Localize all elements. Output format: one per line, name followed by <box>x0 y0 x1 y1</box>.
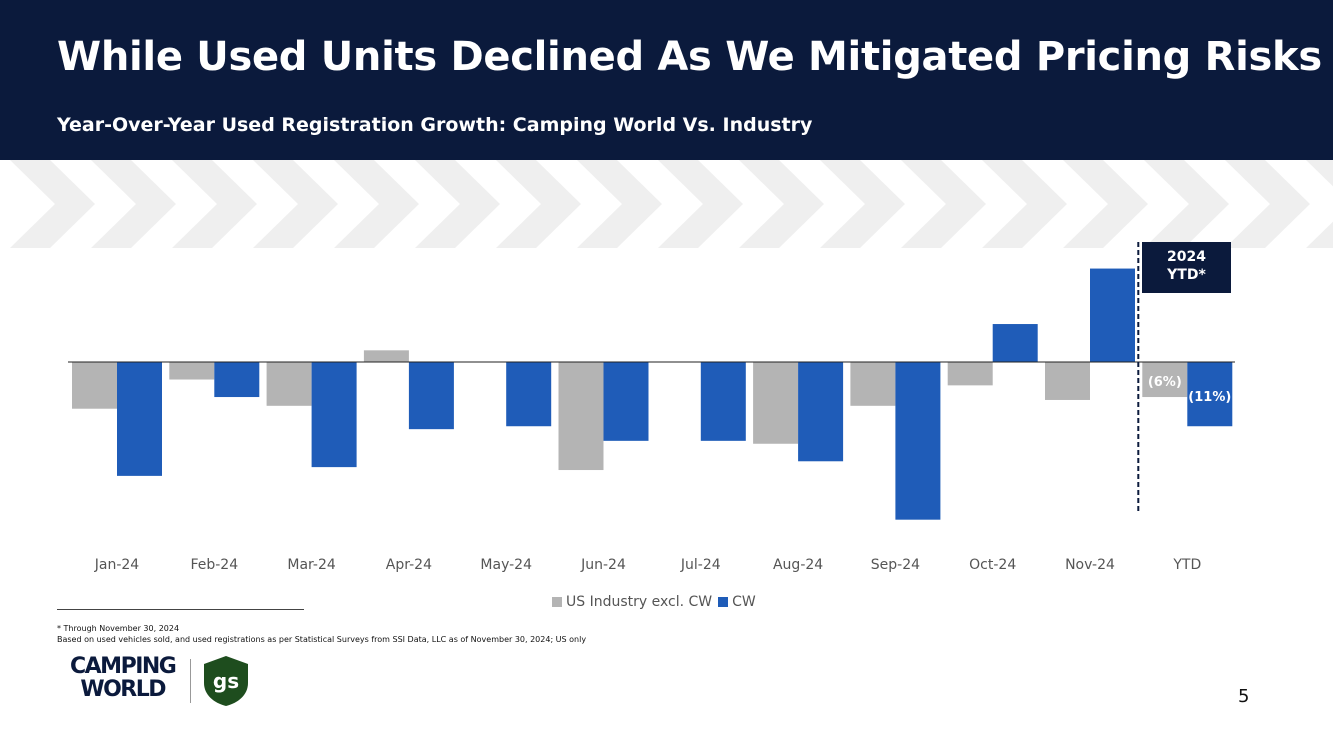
x-tick-label: Jan-24 <box>94 557 140 573</box>
bar-cw-sep-24 <box>895 362 941 520</box>
chevron-shape <box>10 160 95 248</box>
bar-cw-jun-24 <box>603 362 649 441</box>
bar-cw-apr-24 <box>408 362 454 430</box>
chevron-shape <box>1306 160 1333 248</box>
legend-swatch-industry <box>552 597 562 607</box>
chevron-shape <box>91 160 176 248</box>
badge-text: gs <box>213 669 239 693</box>
chevron-shape <box>172 160 257 248</box>
x-tick-label: Oct-24 <box>969 557 1016 573</box>
bar-cw-ytd <box>1187 362 1233 427</box>
bar-cw-jan-24 <box>117 362 162 476</box>
chevron-shape <box>1063 160 1148 248</box>
logo-line-world: WORLD <box>80 677 166 702</box>
bar-industry-feb-24 <box>169 362 215 380</box>
chevron-shape <box>577 160 662 248</box>
data-label-industry-ytd: (6%) <box>1148 375 1182 390</box>
x-tick-label: Jun-24 <box>580 557 626 573</box>
bar-industry-nov-24 <box>1045 362 1090 400</box>
chevron-decoration <box>10 160 1333 248</box>
bar-industry-jan-24 <box>72 362 117 409</box>
ytd-callout-year: 2024 <box>1167 249 1206 265</box>
legend-label-cw: CW <box>732 594 756 610</box>
legend-swatch-cw <box>718 597 729 607</box>
bar-industry-ytd <box>1142 362 1188 398</box>
x-tick-label: Apr-24 <box>386 557 432 573</box>
bar-chart: Jan-24 Feb-24 Mar-24 Apr-24 May-24 Jun-24 Jul-… <box>68 242 1235 573</box>
legend-label-industry: US Industry excl. CW <box>566 594 713 610</box>
slide-title: While Used Units Declined As We Mitigate… <box>57 34 1322 80</box>
bar-industry-apr-24 <box>363 350 409 362</box>
chevron-shape <box>982 160 1067 248</box>
bar-cw-mar-24 <box>311 362 357 468</box>
bar-industry-sep-24 <box>850 362 896 406</box>
x-tick-label: Feb-24 <box>190 557 238 573</box>
footnote-line-2: Based on used vehicles sold, and used re… <box>57 635 587 644</box>
chevron-shape <box>253 160 338 248</box>
chevron-shape <box>496 160 581 248</box>
x-tick-label: YTD <box>1172 557 1201 573</box>
x-tick-label: Jul-24 <box>680 557 721 573</box>
bar-cw-aug-24 <box>798 362 844 462</box>
footnote-line-1: * Through November 30, 2024 <box>57 624 180 633</box>
x-tick-label: Nov-24 <box>1065 557 1115 573</box>
footnote-divider <box>57 609 304 610</box>
bar-cw-nov-24 <box>1090 268 1135 362</box>
bar-cw-may-24 <box>506 362 552 427</box>
bar-cw-oct-24 <box>992 324 1038 362</box>
chevron-shape <box>1144 160 1229 248</box>
bar-industry-aug-24 <box>753 362 799 444</box>
x-tick-label: Mar-24 <box>287 557 335 573</box>
chevron-shape <box>1225 160 1310 248</box>
ytd-callout-label: YTD* <box>1167 267 1206 283</box>
legend-item-industry: US Industry excl. CW <box>552 594 712 610</box>
bar-industry-oct-24 <box>947 362 993 386</box>
good-sam-badge-icon: gs <box>204 656 248 706</box>
company-logo: CAMPING WORLD gs <box>70 655 255 707</box>
chart-legend: US Industry excl. CW CW <box>552 594 762 610</box>
chevron-shape <box>415 160 500 248</box>
data-label-cw-ytd: (11%) <box>1188 390 1231 405</box>
bar-industry-mar-24 <box>266 362 312 406</box>
page-number: 5 <box>1238 686 1250 707</box>
x-tick-label: May-24 <box>480 557 532 573</box>
chevron-shape <box>658 160 743 248</box>
chevron-shape <box>739 160 824 248</box>
logo-line-camping: CAMPING <box>70 654 177 679</box>
x-tick-label: Aug-24 <box>773 557 823 573</box>
camping-world-logo: CAMPING WORLD <box>70 654 177 702</box>
chevron-shape <box>334 160 419 248</box>
x-tick-label: Sep-24 <box>871 557 920 573</box>
slide-subtitle: Year-Over-Year Used Registration Growth:… <box>57 114 813 136</box>
chevron-shape <box>820 160 905 248</box>
bar-cw-feb-24 <box>214 362 260 398</box>
ytd-callout-box: 2024 YTD* <box>1142 242 1231 293</box>
logo-divider <box>190 659 191 703</box>
bar-industry-jun-24 <box>558 362 604 471</box>
footnotes: * Through November 30, 2024 Based on use… <box>57 623 586 645</box>
chevron-shape <box>901 160 986 248</box>
legend-item-cw: CW <box>718 594 756 610</box>
bar-cw-jul-24 <box>700 362 746 441</box>
header-banner: While Used Units Declined As We Mitigate… <box>0 0 1333 160</box>
